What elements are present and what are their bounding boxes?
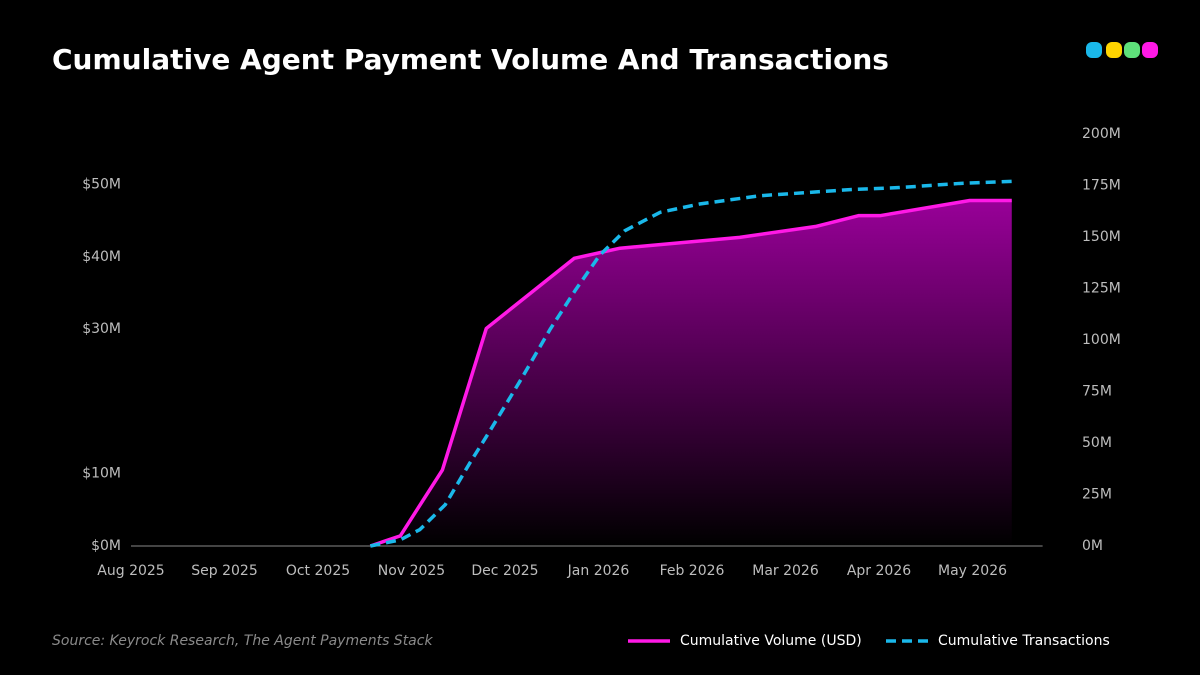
legend-label: Cumulative Volume (USD) <box>680 633 862 649</box>
chart-title: Cumulative Agent Payment Volume And Tran… <box>52 43 889 76</box>
y-tick-label: $50M <box>82 177 121 193</box>
logo <box>1086 42 1158 58</box>
y-tick-label: $0M <box>91 538 121 554</box>
y2-tick-label: 150M <box>1082 229 1121 245</box>
x-tick-label: Dec 2025 <box>471 563 538 579</box>
y2-tick-label: 175M <box>1082 178 1121 194</box>
x-tick-label: Aug 2025 <box>97 563 164 579</box>
legend-label: Cumulative Transactions <box>938 633 1110 649</box>
y-tick-label: $10M <box>82 466 121 482</box>
y2-tick-label: 0M <box>1082 538 1103 554</box>
y2-tick-label: 75M <box>1082 384 1112 400</box>
y2-tick-label: 50M <box>1082 435 1112 451</box>
y2-tick-label: 200M <box>1082 126 1121 142</box>
y2-tick-label: 25M <box>1082 487 1112 503</box>
x-tick-label: Jan 2026 <box>567 563 630 579</box>
y-tick-label: $30M <box>82 321 121 337</box>
x-tick-label: May 2026 <box>938 563 1007 579</box>
x-tick-label: Nov 2025 <box>378 563 445 579</box>
x-tick-label: Mar 2026 <box>752 563 819 579</box>
x-tick-label: Apr 2026 <box>847 563 911 579</box>
y2-tick-label: 100M <box>1082 332 1121 348</box>
y-tick-label: $40M <box>82 249 121 265</box>
series-line <box>370 179 1012 548</box>
x-tick-label: Sep 2025 <box>191 563 257 579</box>
source: Source: Keyrock Research, The Agent Paym… <box>52 633 433 649</box>
series-line <box>369 198 1012 548</box>
y2-tick-label: 125M <box>1082 281 1121 297</box>
x-tick-label: Oct 2025 <box>286 563 350 579</box>
x-tick-label: Feb 2026 <box>660 563 725 579</box>
area <box>370 200 1012 547</box>
